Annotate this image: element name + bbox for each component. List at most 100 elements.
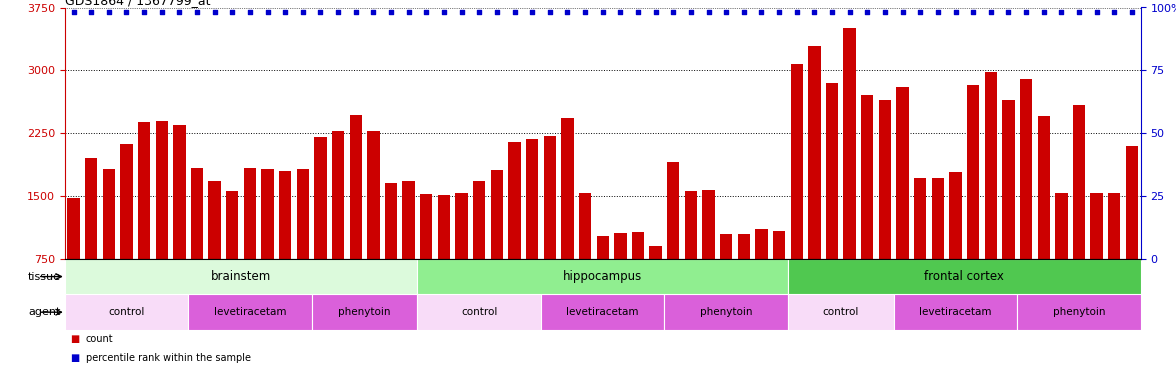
Bar [65, 294, 188, 330]
Point [400, 9, 419, 15]
Bar [614, 233, 627, 322]
Point [294, 9, 313, 15]
Point [875, 9, 895, 15]
Text: control: control [823, 307, 858, 317]
Point [64, 9, 82, 15]
Bar [931, 178, 944, 322]
Point [275, 9, 294, 15]
Bar [649, 246, 662, 322]
Bar [967, 84, 980, 322]
Point [152, 9, 172, 15]
Point [840, 9, 858, 15]
Bar [138, 122, 151, 322]
Point [575, 9, 594, 15]
Point [99, 9, 118, 15]
Point [169, 9, 188, 15]
Text: levetiracetam: levetiracetam [567, 307, 639, 317]
Bar [720, 234, 733, 322]
Bar [332, 132, 345, 322]
Bar [790, 64, 803, 322]
Point [134, 9, 153, 15]
Bar [1125, 146, 1138, 322]
Bar [367, 132, 380, 322]
Bar [861, 96, 874, 322]
Bar [684, 191, 697, 322]
Text: levetiracetam: levetiracetam [214, 307, 286, 317]
Bar [473, 181, 486, 322]
Bar [755, 229, 768, 322]
Bar [773, 231, 786, 322]
Bar [455, 194, 468, 322]
Bar [984, 72, 997, 322]
Point [487, 9, 506, 15]
Bar [808, 46, 821, 322]
Bar [526, 139, 539, 322]
Point [628, 9, 647, 15]
Point [205, 9, 223, 15]
Bar [878, 100, 891, 322]
Bar [788, 294, 894, 330]
Text: phenytoin: phenytoin [339, 307, 390, 317]
Bar [737, 234, 750, 322]
Point [822, 9, 841, 15]
Bar [826, 83, 838, 322]
Bar [65, 259, 417, 294]
Point [1053, 9, 1071, 15]
Bar [1108, 194, 1121, 322]
Point [1016, 9, 1035, 15]
Point [1000, 9, 1018, 15]
Bar [120, 144, 133, 322]
Point [753, 9, 771, 15]
Point [452, 9, 470, 15]
Point [1122, 9, 1141, 15]
Bar [173, 125, 186, 322]
Text: brainstem: brainstem [211, 270, 272, 283]
Point [118, 9, 135, 15]
Point [981, 9, 1000, 15]
Text: GDS1864 / 1367799_at: GDS1864 / 1367799_at [65, 0, 211, 8]
Bar [1002, 100, 1015, 322]
Bar [596, 236, 609, 322]
Text: count: count [86, 334, 113, 344]
Bar [1073, 105, 1085, 322]
Point [222, 9, 242, 15]
Bar [843, 28, 856, 322]
Point [416, 9, 435, 15]
Text: phenytoin: phenytoin [700, 307, 753, 317]
Bar [420, 194, 433, 322]
Point [858, 9, 877, 15]
Bar [664, 294, 788, 330]
Point [788, 9, 807, 15]
Text: percentile rank within the sample: percentile rank within the sample [86, 353, 250, 363]
Bar [894, 294, 1017, 330]
Bar [296, 169, 309, 322]
Text: agent: agent [28, 307, 61, 317]
Point [894, 9, 913, 15]
Point [240, 9, 259, 15]
Bar [541, 294, 664, 330]
Bar [67, 198, 80, 322]
Point [259, 9, 278, 15]
Point [381, 9, 400, 15]
Point [1070, 9, 1089, 15]
Bar [1017, 294, 1141, 330]
Bar [702, 190, 715, 322]
Bar [579, 194, 592, 322]
Point [681, 9, 700, 15]
Point [329, 9, 348, 15]
Bar [632, 232, 644, 322]
Text: ■: ■ [71, 353, 80, 363]
Text: levetiracetam: levetiracetam [920, 307, 991, 317]
Bar [385, 183, 397, 322]
Point [734, 9, 754, 15]
Bar [914, 177, 927, 322]
Point [717, 9, 736, 15]
Point [82, 9, 100, 15]
Bar [437, 195, 450, 322]
Text: phenytoin: phenytoin [1053, 307, 1105, 317]
Point [963, 9, 982, 15]
Bar [226, 191, 239, 322]
Point [946, 9, 964, 15]
Bar [417, 259, 788, 294]
Bar [508, 141, 521, 322]
